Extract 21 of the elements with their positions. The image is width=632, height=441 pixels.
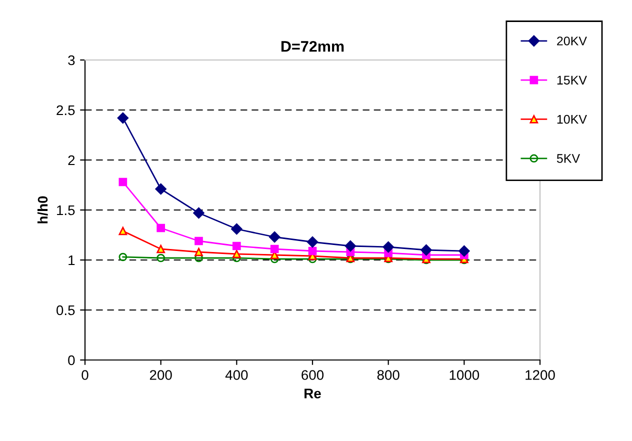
y-tick-label: 1 — [68, 255, 75, 266]
x-tick-label: 200 — [150, 370, 172, 380]
y-axis-title: h/h0 — [37, 196, 48, 224]
y-tick-label: 2 — [68, 155, 75, 166]
x-tick-label: 0 — [82, 370, 88, 380]
y-tick-label: 1.5 — [57, 205, 75, 216]
x-tick-label: 1000 — [450, 370, 480, 380]
x-tick-label: 1200 — [526, 370, 555, 380]
y-tick-label: 3 — [68, 55, 75, 66]
legend-label: 5KV — [556, 154, 580, 163]
x-axis-title: Re — [304, 388, 321, 398]
y-tick-label: 0.5 — [56, 305, 75, 316]
legend-label: 20KV — [557, 36, 587, 46]
x-tick-label: 600 — [302, 370, 324, 380]
y-tick-label: 2.5 — [56, 105, 75, 116]
x-tick-label: 800 — [377, 370, 400, 380]
legend-label: 15KV — [557, 76, 587, 85]
legend-label: 10KV — [557, 114, 587, 124]
chart-title: D=72mm — [281, 41, 344, 52]
y-tick-label: 0 — [68, 355, 75, 366]
x-tick-label: 400 — [225, 370, 248, 380]
